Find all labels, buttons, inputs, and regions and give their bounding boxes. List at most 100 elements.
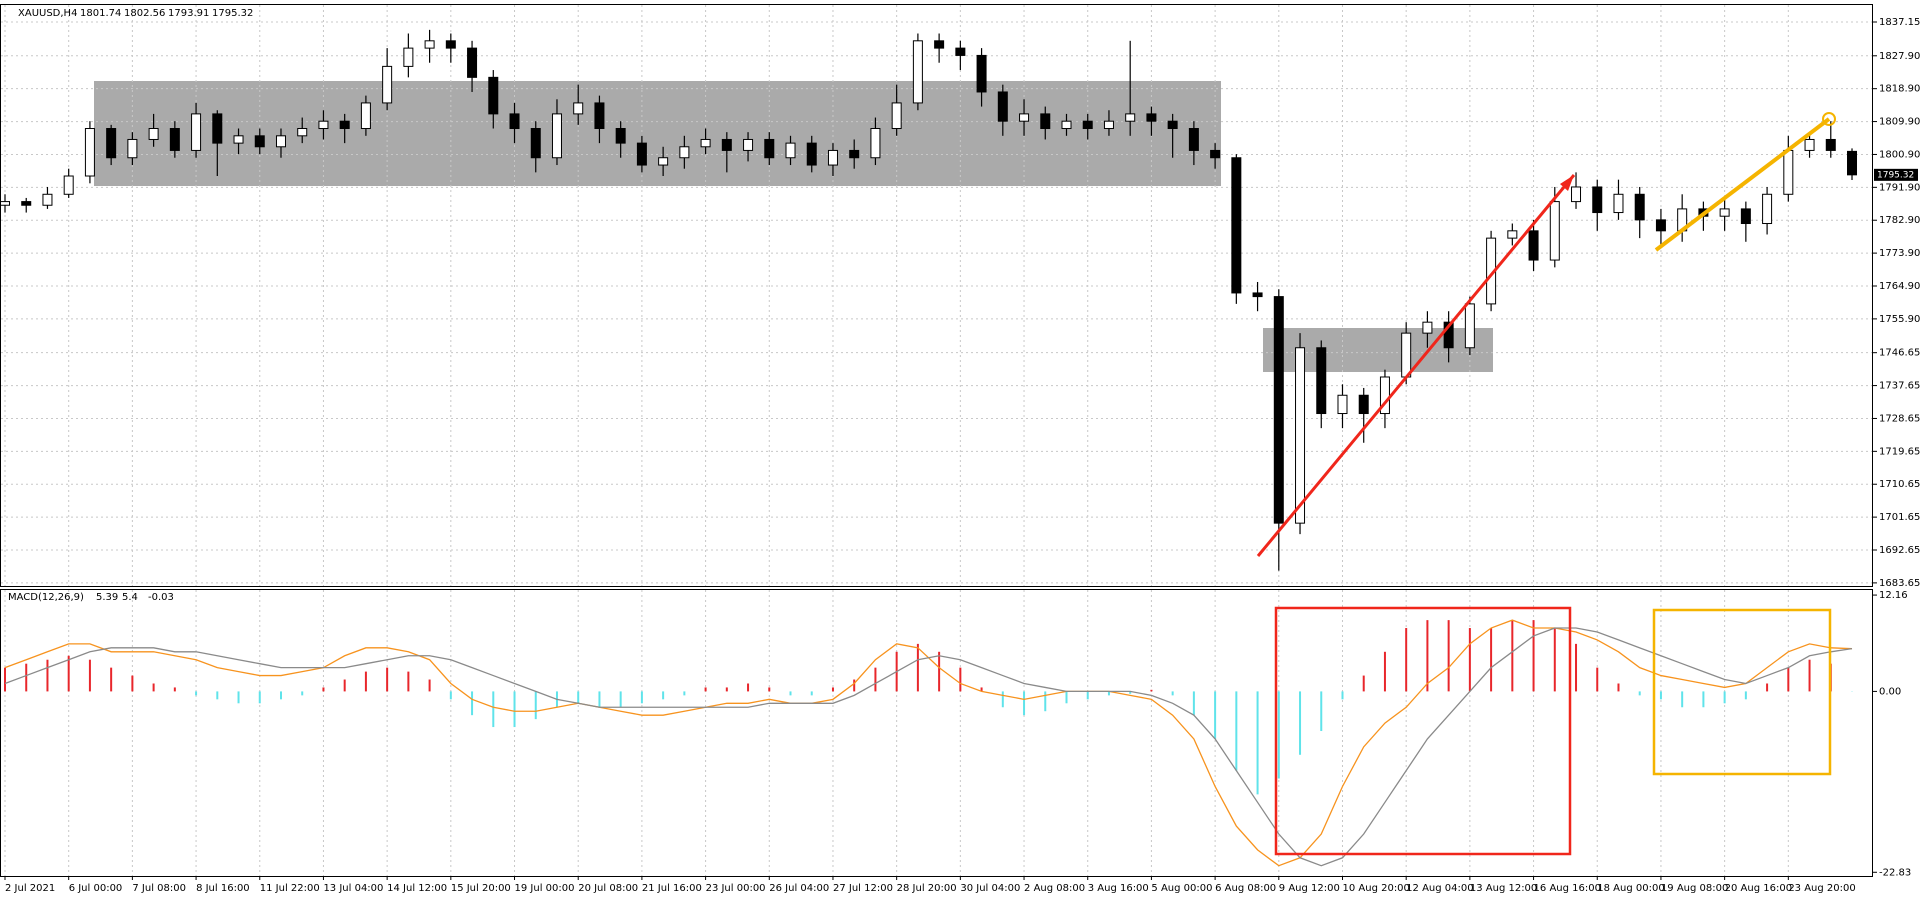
candle-body xyxy=(594,102,605,130)
candle-body xyxy=(679,146,690,159)
candle-body xyxy=(0,201,10,206)
x-tick-label: 20 Aug 16:00 xyxy=(1725,883,1792,894)
candle-body xyxy=(233,135,244,144)
annotations xyxy=(1256,112,1836,856)
candle-body xyxy=(360,102,371,130)
candle-body xyxy=(339,120,350,130)
candle-body xyxy=(955,47,966,56)
candle-body xyxy=(1825,138,1836,151)
x-tick-label: 21 Jul 16:00 xyxy=(642,883,702,894)
y-tick-label: 1764.90 xyxy=(1879,281,1920,292)
indicator-value: 5.39 xyxy=(96,592,118,603)
candle-body xyxy=(827,149,838,166)
candle-body xyxy=(382,65,393,104)
candle-body xyxy=(912,40,923,104)
candle-body xyxy=(1422,321,1433,334)
candle-body xyxy=(42,193,53,206)
x-tick-label: 20 Jul 08:00 xyxy=(578,883,638,894)
candle-body xyxy=(1316,347,1327,415)
candle-body xyxy=(1103,120,1114,130)
candle-body xyxy=(721,138,732,151)
x-tick-label: 27 Jul 12:00 xyxy=(833,883,893,894)
candle-body xyxy=(1167,120,1178,130)
x-tick-label: 16 Aug 16:00 xyxy=(1534,883,1601,894)
candle-body xyxy=(1655,219,1666,232)
price-panel-border xyxy=(0,4,1873,587)
candle-body xyxy=(785,142,796,159)
plot xyxy=(0,29,1858,867)
y-tick-label: 1782.90 xyxy=(1879,215,1920,226)
candle-body xyxy=(1528,230,1539,261)
high: 1802.56 xyxy=(124,8,165,19)
candle-body xyxy=(658,157,669,166)
candle-body xyxy=(1719,208,1730,217)
candle-body xyxy=(1592,186,1603,214)
y-tick-label: 1800.90 xyxy=(1879,149,1920,160)
candle-body xyxy=(1613,193,1624,214)
candle-body xyxy=(106,128,117,159)
candle-body xyxy=(127,138,138,159)
x-tick-label: 18 Aug 00:00 xyxy=(1597,883,1664,894)
price-tag-label: 1795.32 xyxy=(1877,170,1914,180)
x-tick-label: 14 Jul 12:00 xyxy=(387,883,447,894)
y-tick-label: 1710.65 xyxy=(1879,479,1920,490)
candle-body xyxy=(743,138,754,151)
y-tick-label: 1692.65 xyxy=(1879,545,1920,556)
macd-panel-border xyxy=(0,589,1873,877)
y-tick-label: 1683.65 xyxy=(1879,578,1920,589)
price-tag xyxy=(1874,168,1918,181)
y-tick-label: 1809.90 xyxy=(1879,117,1920,128)
candle-body xyxy=(1740,208,1751,225)
candle-body xyxy=(509,113,520,130)
indicator-value: -0.03 xyxy=(148,592,174,603)
candle-body xyxy=(573,102,584,115)
x-tick-label: 10 Aug 20:00 xyxy=(1342,883,1409,894)
trend-arrow xyxy=(1256,174,1576,557)
candle-body xyxy=(1401,332,1412,378)
symbol: XAUUSD,H4 xyxy=(18,8,77,19)
candle-body xyxy=(169,128,180,151)
x-tick-label: 8 Jul 16:00 xyxy=(196,883,250,894)
candle-body xyxy=(1210,149,1221,159)
candle-body xyxy=(1125,113,1136,122)
candle-body xyxy=(191,113,202,151)
candle-body xyxy=(467,47,478,78)
candle-body xyxy=(1783,149,1794,195)
candle-body xyxy=(318,120,329,130)
x-tick-label: 23 Aug 20:00 xyxy=(1788,883,1855,894)
y-tick-label: 1737.65 xyxy=(1879,381,1920,392)
x-tick-label: 2 Jul 2021 xyxy=(5,883,55,894)
x-tick-label: 28 Jul 20:00 xyxy=(897,883,957,894)
candle-body xyxy=(870,128,881,159)
macd-line xyxy=(4,627,1853,867)
y-tick-label: 1746.65 xyxy=(1879,348,1920,359)
y-tick-label: 1701.65 xyxy=(1879,512,1920,523)
arrow-marker xyxy=(1822,112,1836,126)
candle-body xyxy=(1507,230,1518,239)
candle-body xyxy=(1040,113,1051,130)
x-tick-label: 7 Jul 08:00 xyxy=(132,883,186,894)
x-tick-label: 12 Aug 04:00 xyxy=(1406,883,1473,894)
candle-body xyxy=(1273,296,1284,524)
candle-body xyxy=(1804,138,1815,151)
candle-body xyxy=(764,138,775,159)
trend-arrow xyxy=(1654,117,1831,252)
candle-body xyxy=(84,128,95,177)
arrow-head xyxy=(1560,175,1574,191)
y-tick-label: 12.16 xyxy=(1879,590,1908,601)
candle-body xyxy=(488,76,499,115)
candle-body xyxy=(1549,201,1560,261)
x-tick-label: 15 Jul 20:00 xyxy=(451,883,511,894)
y-tick-label: 0.00 xyxy=(1879,686,1901,697)
candle-body xyxy=(275,135,286,148)
candle-body xyxy=(1295,347,1306,524)
indicator-value: 5.4 xyxy=(122,592,138,603)
x-tick-label: 23 Jul 00:00 xyxy=(706,883,766,894)
x-tick-label: 26 Jul 04:00 xyxy=(769,883,829,894)
candle-body xyxy=(212,113,223,144)
y-tick-label: 1827.90 xyxy=(1879,51,1920,62)
candle-body xyxy=(700,138,711,148)
candle-body xyxy=(424,40,435,49)
